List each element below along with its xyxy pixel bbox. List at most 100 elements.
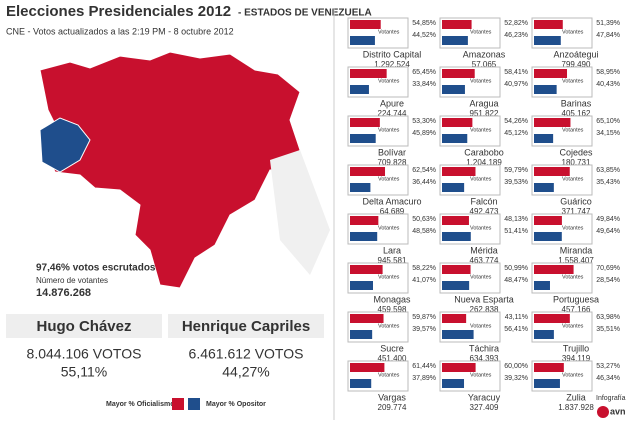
- state-voters: 57.065: [472, 60, 497, 69]
- bar: [534, 69, 568, 78]
- votantes-label: Votantes: [470, 323, 492, 329]
- state-name: Distrito Capital: [363, 49, 422, 59]
- value-label: 63,98%: [596, 314, 620, 321]
- value-label: 47,84%: [596, 32, 620, 39]
- value-label: 51,41%: [504, 228, 528, 235]
- value-label: 61,44%: [412, 363, 436, 370]
- value-label: 54,85%: [412, 20, 436, 27]
- votantes-label: Votantes: [378, 176, 400, 182]
- bar: [350, 36, 375, 45]
- bar: [350, 118, 380, 127]
- bar: [350, 183, 371, 192]
- state-name: Trujillo: [563, 343, 589, 353]
- value-label: 43,11%: [505, 314, 528, 321]
- state-name: Sucre: [380, 343, 404, 353]
- votantes-label: Votantes: [562, 225, 584, 231]
- votantes-label: Votantes: [562, 78, 584, 84]
- state-voters: 945.581: [378, 256, 407, 265]
- votantes-label: Votantes: [378, 274, 400, 280]
- bar: [534, 265, 574, 274]
- source: CNE - Votos actualizados a las 2:19 PM -…: [6, 26, 234, 36]
- value-label: 35,51%: [596, 326, 620, 333]
- bar: [442, 265, 471, 274]
- state-voters: 951.822: [470, 109, 499, 118]
- bar: [534, 379, 560, 388]
- bar: [534, 183, 554, 192]
- value-label: 65,10%: [596, 118, 620, 125]
- bar: [534, 167, 570, 176]
- votantes-label: Votantes: [562, 127, 584, 133]
- bar: [442, 216, 469, 225]
- bar: [442, 36, 468, 45]
- value-label: 39,53%: [504, 179, 528, 186]
- votantes-label: Votantes: [470, 127, 492, 133]
- state-voters: 180.731: [562, 158, 591, 167]
- value-label: 49,84%: [596, 216, 620, 223]
- value-label: 46,23%: [504, 32, 528, 39]
- credit: Infografía: [596, 395, 626, 402]
- bar: [442, 363, 476, 372]
- bar: [534, 20, 563, 29]
- state-name: Aragua: [469, 98, 498, 108]
- state-voters: 209.774: [378, 403, 407, 412]
- state-voters: 64.689: [380, 207, 405, 216]
- state-name: Monagas: [373, 294, 411, 304]
- state-name: Falcón: [470, 196, 497, 206]
- bar: [442, 232, 471, 241]
- votantes-label: Votantes: [378, 78, 400, 84]
- state-voters: 1.204.189: [466, 158, 502, 167]
- value-label: 52,82%: [504, 20, 528, 27]
- value-label: 46,34%: [596, 375, 620, 382]
- value-label: 53,30%: [412, 118, 436, 125]
- value-label: 59,79%: [504, 167, 528, 174]
- value-label: 45,12%: [504, 130, 528, 137]
- bar: [350, 314, 384, 323]
- bar: [534, 363, 564, 372]
- candidate-header: [6, 314, 162, 338]
- bar: [350, 20, 381, 29]
- state-name: Lara: [383, 245, 401, 255]
- bar: [350, 281, 373, 290]
- state-voters: 634.393: [470, 354, 499, 363]
- legend-swatch: [172, 398, 184, 410]
- state-name: Táchira: [469, 343, 499, 353]
- bar: [534, 118, 571, 127]
- legend-label: Mayor % Oficialismo: [106, 401, 174, 408]
- value-label: 58,22%: [412, 265, 436, 272]
- state-name: Mérida: [470, 245, 498, 255]
- legend-label: Mayor % Opositor: [206, 401, 266, 408]
- value-label: 33,84%: [412, 81, 436, 88]
- votantes-label: Votantes: [470, 225, 492, 231]
- state-voters: 405.162: [562, 109, 591, 118]
- votantes-label: Votantes: [470, 274, 492, 280]
- value-label: 48,47%: [504, 277, 528, 284]
- title: Elecciones Presidenciales 2012: [6, 3, 231, 20]
- legend-swatch: [188, 398, 200, 410]
- state-name: Cojedes: [559, 147, 593, 157]
- bar: [350, 85, 369, 94]
- state-name: Delta Amacuro: [362, 196, 421, 206]
- value-label: 34,15%: [596, 130, 620, 137]
- value-label: 63,85%: [596, 167, 620, 174]
- value-label: 40,97%: [504, 81, 528, 88]
- bar: [442, 379, 465, 388]
- candidate-name: Henrique Capriles: [182, 318, 310, 335]
- bar: [350, 134, 376, 143]
- logo-mark: [597, 406, 609, 418]
- candidate-name: Hugo Chávez: [36, 318, 131, 335]
- votantes-label: Votantes: [470, 372, 492, 378]
- state-name: Guárico: [560, 196, 592, 206]
- state-voters: 1.837.928: [558, 403, 594, 412]
- value-label: 48,58%: [412, 228, 436, 235]
- bar: [442, 183, 465, 192]
- value-label: 39,57%: [412, 326, 436, 333]
- voters-label: Número de votantes: [36, 276, 108, 285]
- state-name: Apure: [380, 98, 404, 108]
- value-label: 44,52%: [412, 32, 436, 39]
- value-label: 45,89%: [412, 130, 436, 137]
- bar: [534, 216, 562, 225]
- bar: [442, 281, 470, 290]
- state-voters: 262.838: [470, 305, 499, 314]
- bar: [350, 167, 386, 176]
